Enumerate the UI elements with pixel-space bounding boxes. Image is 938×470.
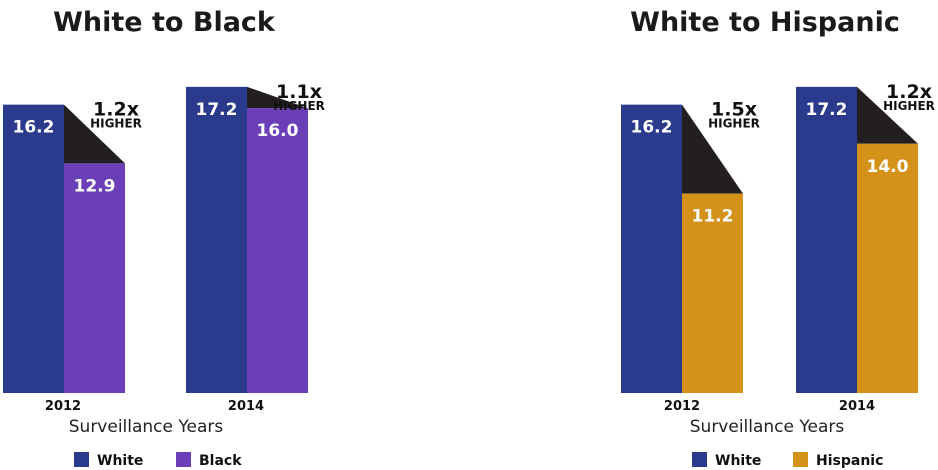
x-tick-label: 2012: [45, 399, 81, 414]
legend-label-white: White: [715, 453, 761, 469]
legend-label-white: White: [97, 453, 143, 469]
legend-swatch-hispanic: [793, 452, 808, 467]
bar-value-label: 14.0: [867, 157, 909, 177]
x-tick-label: 2014: [839, 399, 875, 414]
bar-black: [247, 108, 308, 393]
bar-value-label: 12.9: [74, 176, 116, 196]
panel-white-to-black: White to Black 16.212.91.2xHIGHER17.216.…: [3, 7, 325, 469]
disparity-gap-wedge: [247, 86, 308, 109]
higher-annotation: HIGHER: [273, 99, 325, 113]
higher-annotation: HIGHER: [883, 99, 935, 113]
x-axis-label: Surveillance Years: [690, 417, 845, 437]
bar-white: [186, 86, 247, 393]
disparity-gap-wedge: [64, 104, 125, 164]
chart-title: White to Black: [53, 7, 276, 38]
x-tick-label: 2012: [664, 399, 700, 414]
bar-hispanic: [682, 193, 743, 393]
bar-white: [796, 86, 857, 393]
legend-swatch-white: [74, 452, 89, 467]
disparity-gap-wedge: [857, 86, 918, 144]
legend-swatch-white: [692, 452, 707, 467]
higher-annotation: HIGHER: [708, 117, 760, 131]
bar-white: [3, 104, 64, 393]
bar-white: [621, 104, 682, 393]
disparity-gap-wedge: [682, 104, 743, 194]
bar-value-label: 17.2: [196, 100, 238, 120]
bar-value-label: 16.2: [13, 118, 55, 138]
legend-label-hispanic: Hispanic: [816, 453, 883, 469]
ratio-annotation: 1.5x: [711, 99, 757, 121]
bar-value-label: 11.2: [692, 207, 734, 227]
legend-label-black: Black: [199, 453, 242, 469]
bar-hispanic: [857, 143, 918, 393]
bar-value-label: 17.2: [806, 100, 848, 120]
ratio-annotation: 1.1x: [276, 81, 322, 103]
ratio-annotation: 1.2x: [93, 99, 139, 121]
bar-black: [64, 163, 125, 393]
x-tick-label: 2014: [228, 399, 264, 414]
x-axis-label: Surveillance Years: [69, 417, 224, 437]
panel-white-to-hispanic: White to Hispanic 16.211.21.5xHIGHER17.2…: [621, 7, 935, 469]
chart-title: White to Hispanic: [630, 7, 900, 38]
bar-value-label: 16.2: [631, 118, 673, 138]
legend-swatch-black: [176, 452, 191, 467]
bar-value-label: 16.0: [257, 121, 299, 141]
ratio-annotation: 1.2x: [886, 81, 932, 103]
higher-annotation: HIGHER: [90, 117, 142, 131]
